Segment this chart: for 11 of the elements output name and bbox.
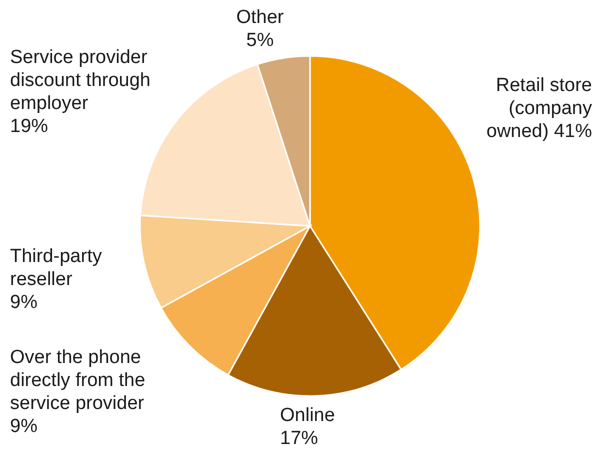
slice-label: Over the phone directly from the service provider bbox=[10, 347, 146, 414]
data-label: 19% bbox=[10, 116, 48, 137]
slice-label: Retail store (company owned) 41% bbox=[486, 75, 592, 142]
data-label: 17% bbox=[280, 428, 318, 449]
data-label: 9% bbox=[10, 416, 38, 437]
slice-label: Service provider discount through employer bbox=[10, 47, 150, 114]
slice-label: Other bbox=[236, 7, 284, 28]
slice-label: Third-party reseller bbox=[10, 246, 102, 290]
slice-label: Online bbox=[280, 405, 335, 426]
data-label: 9% bbox=[10, 292, 38, 313]
data-label: 5% bbox=[246, 30, 274, 51]
